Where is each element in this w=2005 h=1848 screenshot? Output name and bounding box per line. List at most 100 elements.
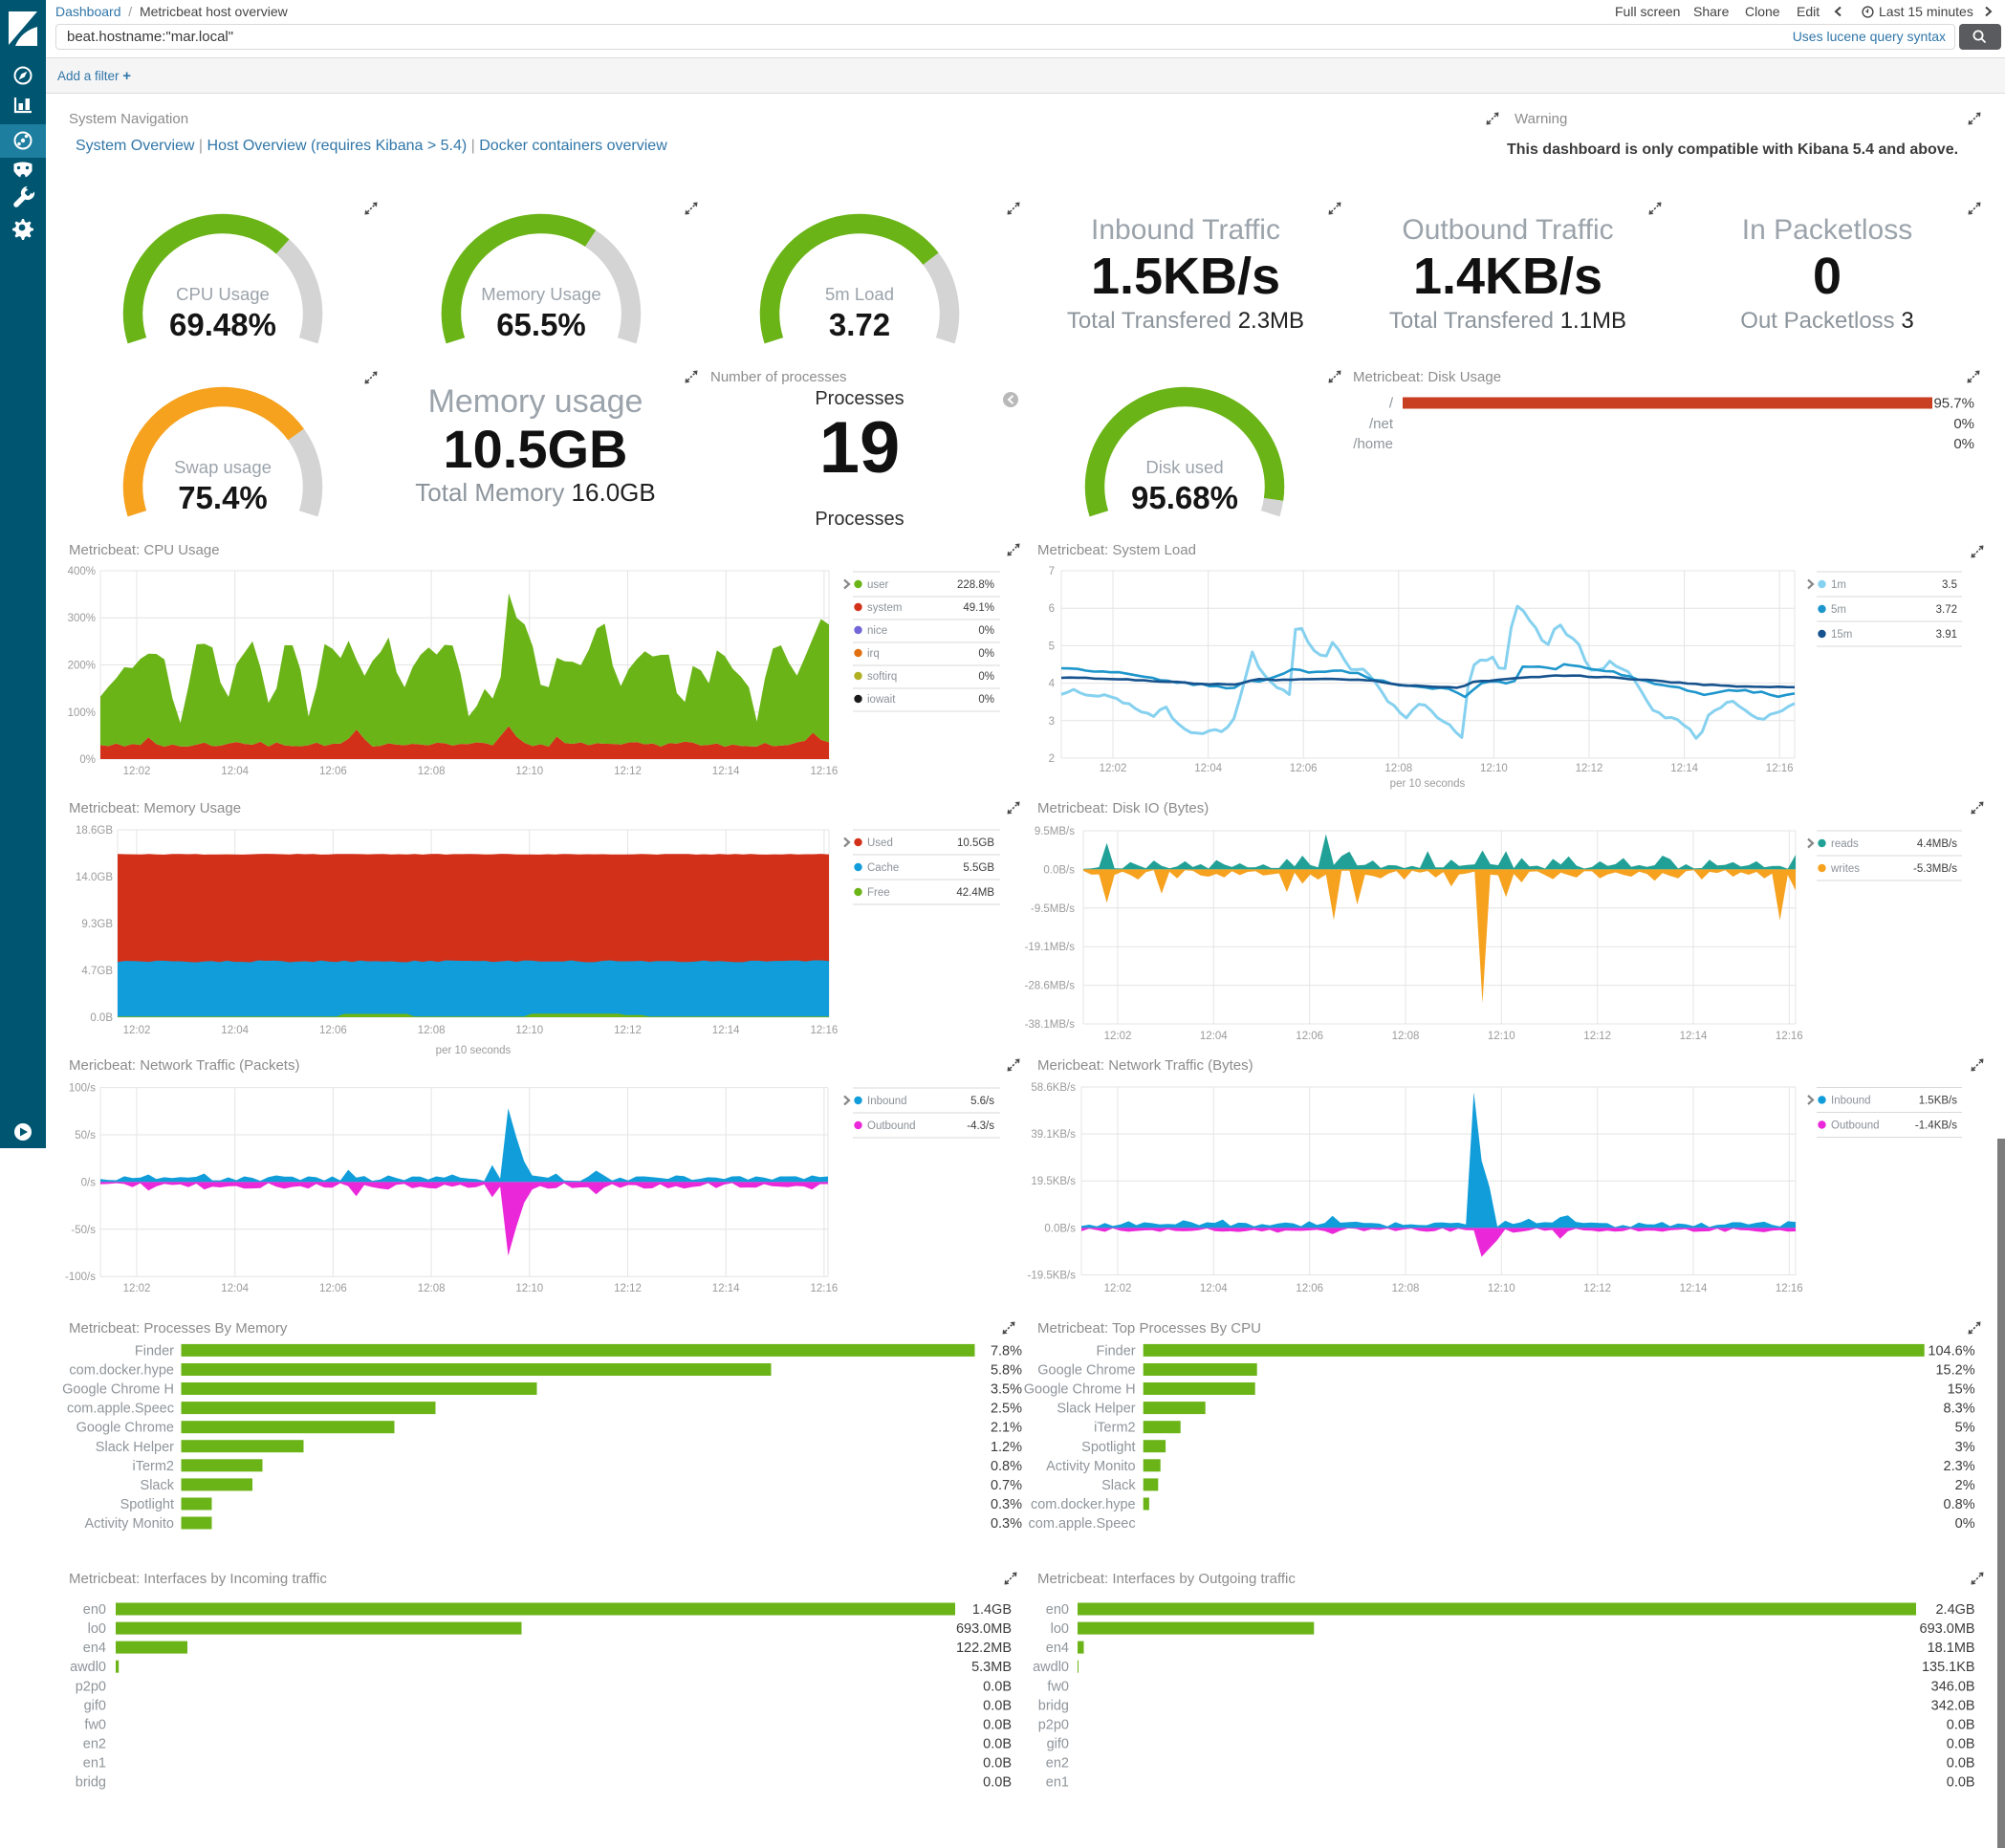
svg-text:Total Transfered 1.1MB: Total Transfered 1.1MB <box>1389 308 1626 334</box>
svg-text:12:06: 12:06 <box>1296 1283 1323 1294</box>
svg-text:104.6%: 104.6% <box>1928 1343 1974 1359</box>
svg-text:50/s: 50/s <box>75 1130 96 1141</box>
svg-text:12:06: 12:06 <box>1296 1031 1323 1042</box>
svg-text:0.0B: 0.0B <box>983 1737 1012 1752</box>
svg-text:Metricbeat: Disk Usage: Metricbeat: Disk Usage <box>1353 369 1501 385</box>
svg-text:com.apple.Speec: com.apple.Speec <box>67 1402 174 1417</box>
svg-text:346.0B: 346.0B <box>1931 1679 1975 1694</box>
svg-text:Mericbeat: Network Traffic (Pa: Mericbeat: Network Traffic (Packets) <box>69 1057 299 1074</box>
svg-text:4.4MB/s: 4.4MB/s <box>1917 838 1957 850</box>
svg-text:com.apple.Speec: com.apple.Speec <box>1029 1516 1136 1532</box>
svg-text:12:10: 12:10 <box>1488 1031 1515 1042</box>
svg-text:Activity Monito: Activity Monito <box>1046 1459 1135 1474</box>
svg-text:Metricbeat: Memory Usage: Metricbeat: Memory Usage <box>69 800 241 816</box>
svg-text:693.0MB: 693.0MB <box>956 1621 1012 1637</box>
svg-text:1.4GB: 1.4GB <box>972 1602 1012 1618</box>
svg-text:12:12: 12:12 <box>614 1025 642 1036</box>
svg-text:0.0B: 0.0B <box>983 1756 1012 1772</box>
svg-text:p2p0: p2p0 <box>76 1679 106 1694</box>
svg-text:Activity Monito: Activity Monito <box>85 1516 174 1532</box>
svg-text:12:02: 12:02 <box>123 766 151 777</box>
svg-text:en4: en4 <box>83 1641 106 1656</box>
svg-text:12:08: 12:08 <box>1392 1283 1420 1294</box>
svg-text:135.1KB: 135.1KB <box>1922 1660 1975 1675</box>
svg-text:12:14: 12:14 <box>712 1283 740 1294</box>
svg-text:en2: en2 <box>83 1737 106 1752</box>
svg-text:12:08: 12:08 <box>418 1283 446 1294</box>
svg-text:9.5MB/s: 9.5MB/s <box>1035 826 1075 837</box>
svg-text:reads: reads <box>1831 838 1859 850</box>
svg-text:Metricbeat: Interfaces by Inco: Metricbeat: Interfaces by Incoming traff… <box>69 1571 327 1587</box>
svg-text:0.0B/s: 0.0B/s <box>1044 1223 1076 1234</box>
svg-text:Slack: Slack <box>1101 1478 1136 1493</box>
svg-text:Total Transfered 2.3MB: Total Transfered 2.3MB <box>1067 308 1304 334</box>
svg-text:user: user <box>867 579 889 591</box>
svg-text:2: 2 <box>1049 753 1055 765</box>
svg-text:Inbound: Inbound <box>1831 1096 1871 1107</box>
svg-text:fw0: fw0 <box>1047 1679 1069 1694</box>
svg-text:lo0: lo0 <box>88 1621 106 1637</box>
svg-text:122.2MB: 122.2MB <box>956 1641 1012 1656</box>
svg-text:en1: en1 <box>83 1756 106 1772</box>
svg-text:0.3%: 0.3% <box>991 1497 1022 1512</box>
svg-text:12:14: 12:14 <box>712 1025 740 1036</box>
svg-text:Slack Helper: Slack Helper <box>1057 1402 1135 1417</box>
svg-text:3.5: 3.5 <box>1942 579 1957 591</box>
svg-text:228.8%: 228.8% <box>957 579 994 591</box>
svg-text:Metricbeat: Processes By Memor: Metricbeat: Processes By Memory <box>69 1320 288 1337</box>
svg-text:Out Packetloss 3: Out Packetloss 3 <box>1740 308 1913 334</box>
svg-text:12:16: 12:16 <box>811 766 839 777</box>
svg-text:49.1%: 49.1% <box>963 602 994 614</box>
svg-text:Spotlight: Spotlight <box>1081 1440 1135 1455</box>
svg-text:en0: en0 <box>1046 1602 1069 1618</box>
svg-text:0%: 0% <box>1953 436 1974 452</box>
svg-text:0.0B: 0.0B <box>983 1775 1012 1791</box>
svg-text:iowait: iowait <box>867 694 896 706</box>
svg-text:com.docker.hype: com.docker.hype <box>1031 1497 1136 1512</box>
svg-text:0%: 0% <box>978 625 994 637</box>
svg-text:1.5KB/s: 1.5KB/s <box>1091 248 1280 305</box>
svg-text:Number of processes: Number of processes <box>710 369 847 385</box>
svg-text:nice: nice <box>867 625 887 637</box>
svg-text:58.6KB/s: 58.6KB/s <box>1031 1082 1076 1094</box>
svg-text:100/s: 100/s <box>69 1083 96 1095</box>
svg-text:100%: 100% <box>68 707 96 719</box>
svg-text:12:10: 12:10 <box>515 766 543 777</box>
svg-text:System Overview | Host Overvie: System Overview | Host Overview (require… <box>76 138 667 154</box>
svg-text:CPU Usage: CPU Usage <box>176 284 270 304</box>
svg-text:Metricbeat: Top Processes By C: Metricbeat: Top Processes By CPU <box>1037 1320 1261 1337</box>
svg-text:12:16: 12:16 <box>811 1283 839 1294</box>
svg-text:Outbound: Outbound <box>1831 1120 1880 1132</box>
svg-text:Metricbeat: System Load: Metricbeat: System Load <box>1037 542 1196 558</box>
svg-text:Total Memory 16.0GB: Total Memory 16.0GB <box>415 478 655 507</box>
svg-text:awdl0: awdl0 <box>1033 1660 1069 1675</box>
svg-text:0.0B: 0.0B <box>983 1717 1012 1732</box>
svg-text:In Packetloss: In Packetloss <box>1742 214 1912 246</box>
svg-text:Disk used: Disk used <box>1145 457 1223 477</box>
svg-text:iTerm2: iTerm2 <box>1094 1421 1136 1436</box>
svg-text:-100/s: -100/s <box>65 1272 96 1283</box>
svg-text:42.4MB: 42.4MB <box>956 887 994 899</box>
svg-text:12:12: 12:12 <box>1576 763 1603 774</box>
svg-text:12:12: 12:12 <box>1583 1283 1611 1294</box>
svg-text:12:14: 12:14 <box>1680 1031 1708 1042</box>
svg-text:3.72: 3.72 <box>829 307 890 342</box>
svg-text:Outbound: Outbound <box>867 1120 916 1132</box>
svg-text:15%: 15% <box>1948 1382 1975 1398</box>
svg-text:en2: en2 <box>1046 1756 1069 1772</box>
svg-text:75.4%: 75.4% <box>178 480 268 515</box>
svg-text:12:04: 12:04 <box>1200 1031 1228 1042</box>
svg-text:12:06: 12:06 <box>319 1283 347 1294</box>
svg-text:6: 6 <box>1049 603 1055 615</box>
svg-text:lo0: lo0 <box>1051 1621 1069 1637</box>
svg-text:gif0: gif0 <box>84 1698 106 1713</box>
svg-text:10.5GB: 10.5GB <box>444 419 628 479</box>
svg-text:Slack: Slack <box>141 1478 175 1493</box>
svg-text:Spotlight: Spotlight <box>120 1497 174 1512</box>
svg-text:/: / <box>1389 396 1394 412</box>
svg-text:Google Chrome: Google Chrome <box>76 1421 174 1436</box>
svg-text:2.3%: 2.3% <box>1944 1459 1975 1474</box>
svg-text:gif0: gif0 <box>1047 1737 1069 1752</box>
svg-text:12:10: 12:10 <box>1488 1283 1515 1294</box>
svg-text:0.0B: 0.0B <box>90 1012 113 1024</box>
